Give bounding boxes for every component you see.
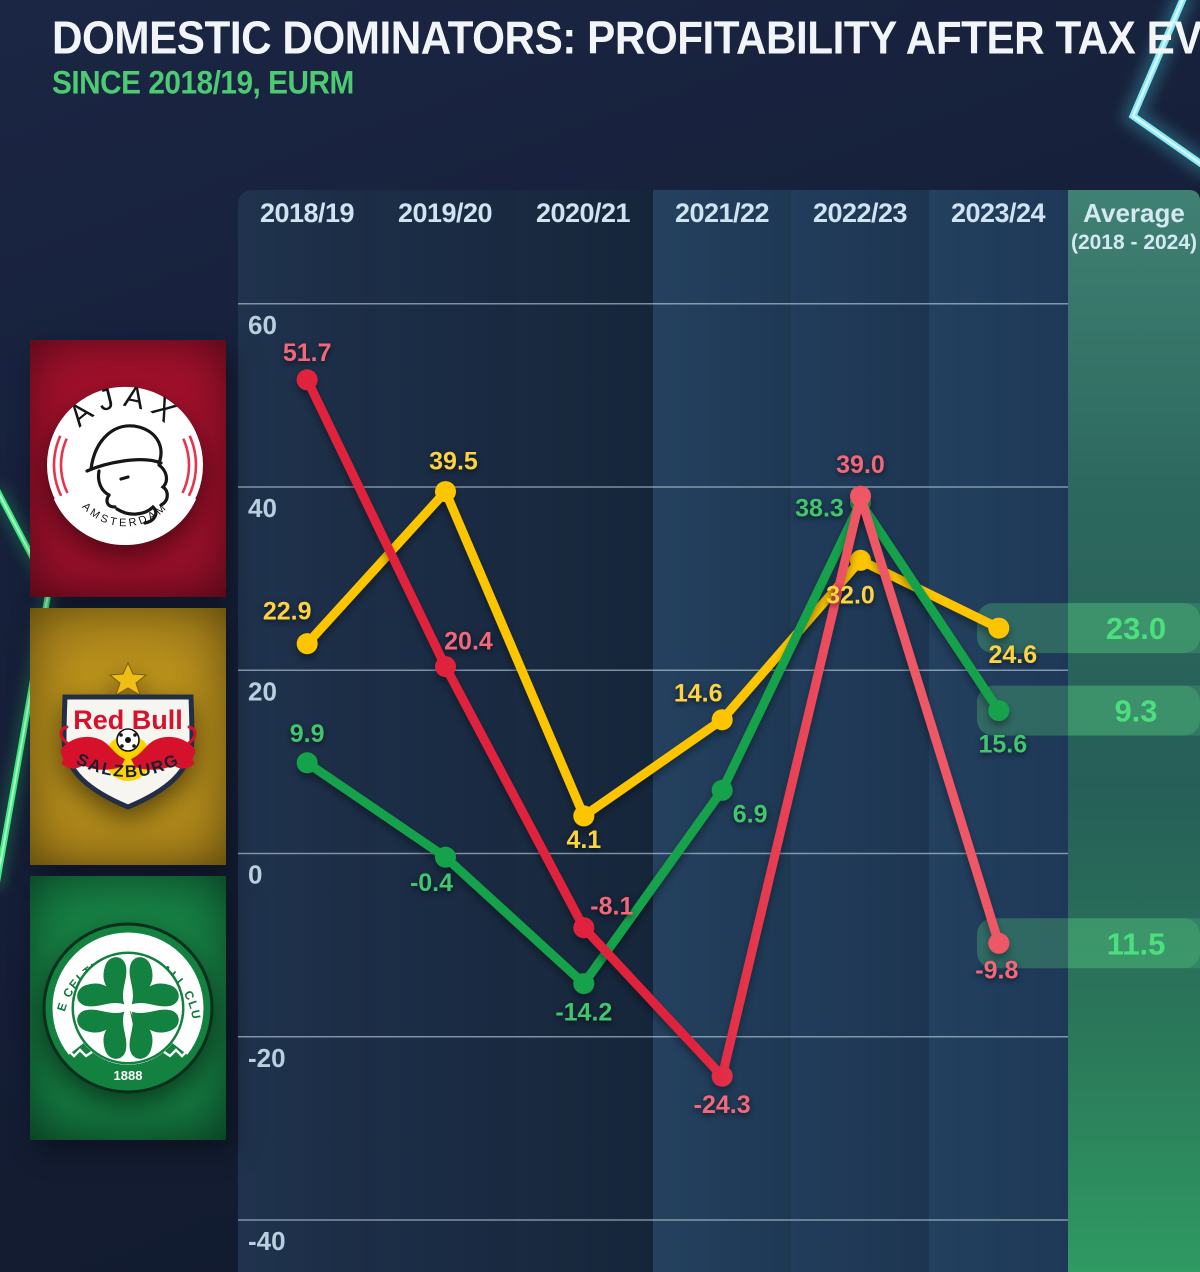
column-header: 2022/23	[812, 198, 908, 228]
red-bull-salzburg-logo-icon: Red Bull SALZBURG	[59, 661, 197, 810]
ajax-logo-icon: AJAX AMSTERDAM	[47, 385, 203, 545]
page-subtitle: SINCE 2018/19, EURM	[52, 64, 354, 102]
column-2018-19	[238, 190, 376, 1272]
average-header-line1: Average	[1083, 198, 1185, 228]
column-header: 2020/21	[535, 198, 631, 228]
average-header-line2: (2018 - 2024)	[1070, 231, 1198, 254]
column-2021-22	[653, 190, 791, 1272]
celtic-logo-icon: THE CELTIC FOOTBALL CLUB 1888	[42, 922, 214, 1094]
column-2019-20	[376, 190, 514, 1272]
column-header: 2023/24	[950, 198, 1046, 228]
column-header-average: Average (2018 - 2024)	[1068, 198, 1200, 255]
column-2023-24	[929, 190, 1068, 1272]
page-title: DOMESTIC DOMINATORS: PROFITABILITY AFTER…	[52, 12, 1200, 64]
column-header: 2019/20	[397, 198, 493, 228]
column-average	[1068, 190, 1200, 1272]
column-header: 2018/19	[259, 198, 355, 228]
column-2020-21	[514, 190, 653, 1272]
column-2022-23	[791, 190, 929, 1272]
column-header: 2021/22	[674, 198, 770, 228]
svg-text:1888: 1888	[114, 1068, 143, 1083]
